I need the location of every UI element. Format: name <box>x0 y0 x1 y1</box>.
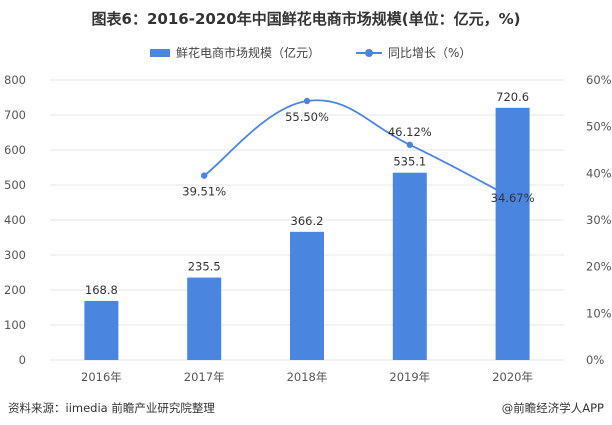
growth-data-label: 55.50% <box>285 110 329 124</box>
x-tick-label: 2020年 <box>492 370 533 384</box>
y-left-tick-label: 500 <box>4 178 26 192</box>
bar <box>84 300 119 360</box>
legend-line-label: 同比增长（%） <box>388 46 472 60</box>
x-tick-label: 2019年 <box>389 370 430 384</box>
chart-title: 图表6：2016-2020年中国鲜花电商市场规模(单位：亿元，%) <box>91 10 521 28</box>
x-tick-label: 2016年 <box>81 370 122 384</box>
bar <box>187 277 222 360</box>
bar-data-label: 366.2 <box>291 214 324 228</box>
legend-line-swatch <box>356 48 382 57</box>
y-left-tick-label: 400 <box>4 213 26 227</box>
bar-data-label: 720.6 <box>496 90 529 104</box>
bar <box>392 172 427 360</box>
growth-data-label: 34.67% <box>491 191 535 205</box>
y-left-tick-label: 100 <box>4 318 26 332</box>
bar-data-label: 235.5 <box>188 260 221 274</box>
growth-data-label: 46.12% <box>388 125 432 139</box>
bar <box>290 231 324 360</box>
growth-point <box>303 97 311 105</box>
x-tick-label: 2017年 <box>184 370 225 384</box>
bar-data-label: 168.8 <box>85 283 118 297</box>
y-right-tick-label: 50% <box>586 120 612 134</box>
growth-point <box>201 172 208 179</box>
y-right-tick-label: 20% <box>586 260 612 274</box>
y-left-tick-label: 700 <box>4 108 26 122</box>
chart-legend: 鲜花电商市场规模（亿元） 同比增长（%） <box>0 44 612 60</box>
growth-line <box>203 99 514 200</box>
y-left-tick-label: 0 <box>19 353 26 367</box>
y-left-tick-label: 600 <box>4 143 26 157</box>
growth-point <box>509 195 516 202</box>
bar <box>495 107 530 360</box>
legend-bar-swatch <box>150 48 170 57</box>
bar-data-label: 535.1 <box>393 155 426 169</box>
growth-point <box>406 141 413 148</box>
source-note: 资料来源：iimedia 前瞻产业研究院整理 <box>8 401 215 415</box>
x-tick-label: 2018年 <box>287 370 328 384</box>
y-left-tick-label: 200 <box>4 283 26 297</box>
growth-data-label: 39.51% <box>182 185 226 199</box>
y-left-tick-label: 800 <box>4 73 26 87</box>
legend-item-line: 同比增长（%） <box>356 44 471 61</box>
y-right-tick-label: 40% <box>586 166 612 180</box>
y-right-tick-label: 10% <box>586 306 612 320</box>
legend-bar-label: 鲜花电商市场规模（亿元） <box>176 46 321 60</box>
y-right-tick-label: 0% <box>586 353 604 367</box>
y-left-tick-label: 300 <box>4 248 26 262</box>
y-right-tick-label: 30% <box>586 213 612 227</box>
credit-note: @前瞻经济学人APP <box>501 401 604 415</box>
y-right-tick-label: 60% <box>586 73 612 87</box>
legend-item-bar: 鲜花电商市场规模（亿元） <box>150 44 320 61</box>
